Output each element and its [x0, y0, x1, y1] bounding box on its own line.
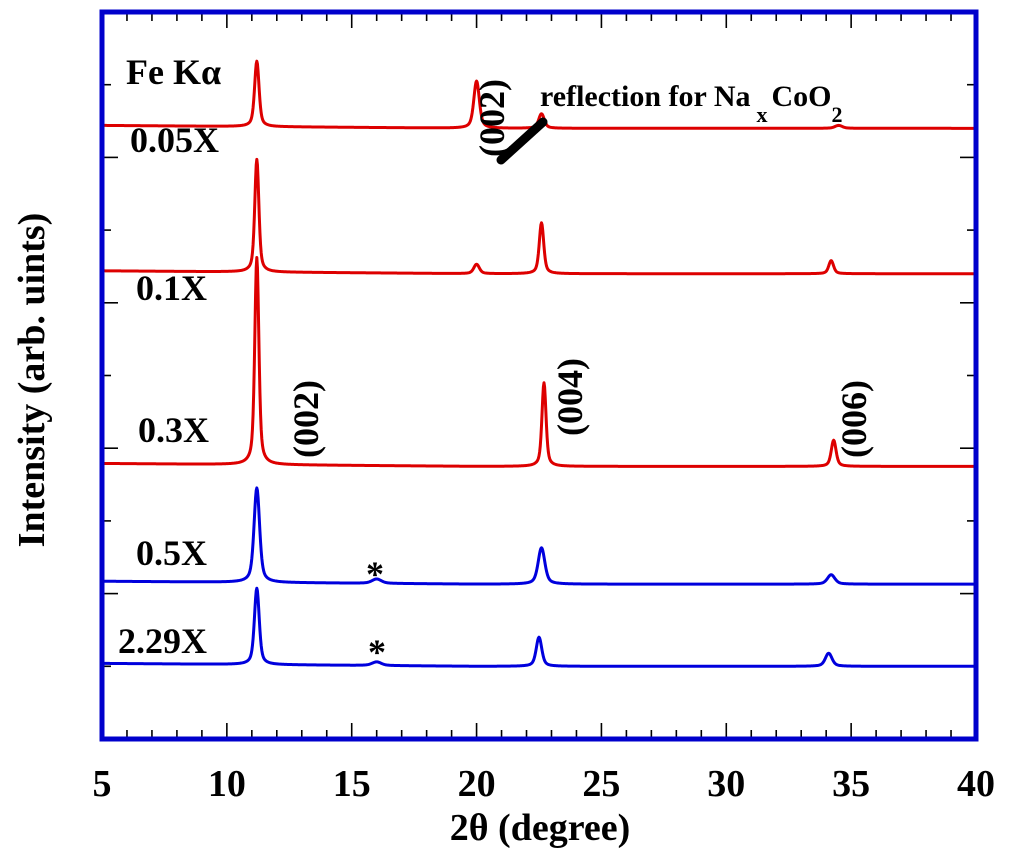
plot-frame — [99, 9, 979, 742]
trace-0.1x — [101, 157, 977, 276]
reflection-annotation: reflection for NaxCoO2 — [540, 80, 842, 127]
trace-0.05x — [101, 59, 977, 130]
reflection-sub-2: 2 — [831, 102, 842, 127]
series-label-0.3x: 0.3X — [138, 410, 209, 450]
radiation-label: Fe Kα — [126, 52, 221, 92]
reflection-sub-x: x — [756, 102, 767, 127]
x-tick-label: 35 — [832, 763, 870, 805]
x-tick-label: 15 — [333, 763, 371, 805]
impurity-star-2.29x: * — [368, 632, 386, 672]
y-axis-title: Intensity (arb. uints) — [11, 213, 53, 548]
series-label-0.1x: 0.1X — [136, 268, 207, 308]
x-tick-label: 10 — [208, 763, 246, 805]
x-tick-label: 25 — [582, 763, 620, 805]
diffraction-traces — [101, 59, 977, 668]
series-label-0.5x: 0.5X — [136, 533, 207, 573]
trace-0.3x — [101, 255, 977, 468]
trace-0.5x — [101, 486, 977, 586]
peak-label-006: (006) — [834, 380, 874, 458]
x-tick-label: 30 — [707, 763, 745, 805]
trace-2.29x — [101, 586, 977, 668]
peak-label-002: (002) — [286, 380, 326, 458]
reflection-arrow — [496, 117, 548, 165]
impurity-star-0.5x: * — [366, 554, 384, 594]
x-tick-label: 5 — [93, 763, 112, 805]
peak-label-002-top: (002) — [472, 79, 512, 157]
x-tick-label: 40 — [957, 763, 995, 805]
x-tick-labels: 5 10 15 20 25 30 35 40 — [93, 763, 996, 805]
series-label-2.29x: 2.29X — [118, 621, 207, 661]
x-axis-title: 2θ (degree) — [450, 807, 631, 849]
peak-label-004: (004) — [550, 358, 590, 436]
series-label-0.05x: 0.05X — [130, 120, 219, 160]
reflection-coo: CoO — [771, 80, 831, 113]
reflection-text: reflection for Na — [540, 80, 750, 113]
x-tick-label: 20 — [458, 763, 496, 805]
